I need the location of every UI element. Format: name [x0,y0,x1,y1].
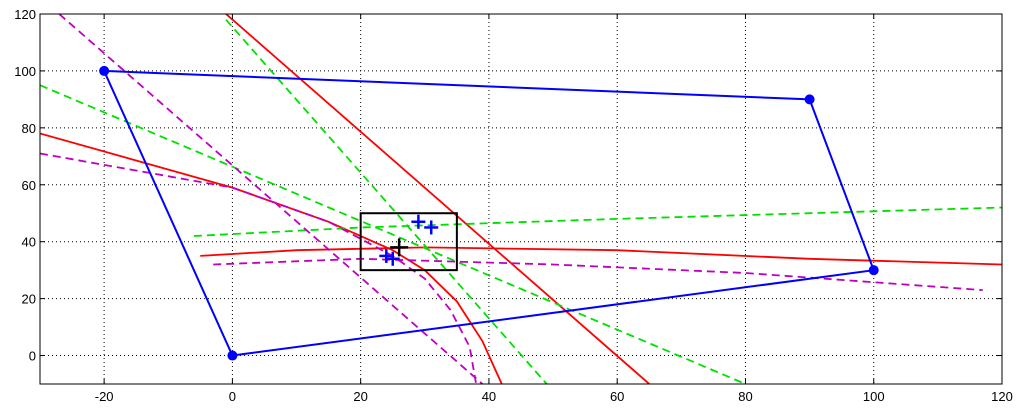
marker-group [379,214,439,266]
y-tick-label: 0 [29,349,36,364]
axes-frame [39,13,1003,385]
x-tick-label: 80 [738,389,752,404]
measurement-plus-marker [411,214,426,229]
y-tick-labels: 0 20 40 60 80 100 120 [14,7,36,364]
x-tick-label: -20 [95,389,114,404]
grid-lines [40,13,1003,384]
series-group [40,14,1002,384]
sensor-polygon [102,69,876,357]
tick-marks [40,13,1003,384]
y-tick-label: 80 [22,121,36,136]
polygon-vertex-marker [227,350,238,361]
y-tick-label: 20 [22,292,36,307]
polygon-vertex-marker [99,65,110,76]
x-tick-label: 60 [610,389,624,404]
series-line-red-3 [200,246,1002,266]
x-tick-label: 20 [353,389,367,404]
series-line-green-5 [40,84,746,384]
x-tick-label: 100 [863,389,885,404]
series-line-magenta-7 [58,14,484,384]
estimate-box [359,212,458,272]
polygon-group [99,65,879,361]
measurement-plus-marker [379,248,394,263]
y-tick-label: 40 [22,235,36,250]
y-tick-label: 60 [22,178,36,193]
x-tick-labels: -20 0 20 40 60 80 100 120 [95,389,1013,404]
series-line-red-1 [225,14,650,384]
y-tick-label: 100 [14,64,36,79]
measurement-plus-marker [424,220,439,235]
series-line-red-2 [40,132,503,384]
series-line-green-4 [225,19,548,384]
series-line-magenta-9 [213,257,983,291]
polygon-vertex-marker [804,94,815,105]
bounding-box-group [359,212,458,272]
polygon-vertex-marker [868,265,879,276]
series-line-magenta-8 [40,152,477,384]
series-line-green-6 [193,206,1002,237]
x-tick-label: 0 [229,389,236,404]
x-tick-label: 40 [482,389,496,404]
x-tick-label: 120 [991,389,1013,404]
estimate-plus-marker [390,238,409,257]
y-tick-label: 120 [14,7,36,22]
measurement-plus-marker [385,251,400,266]
